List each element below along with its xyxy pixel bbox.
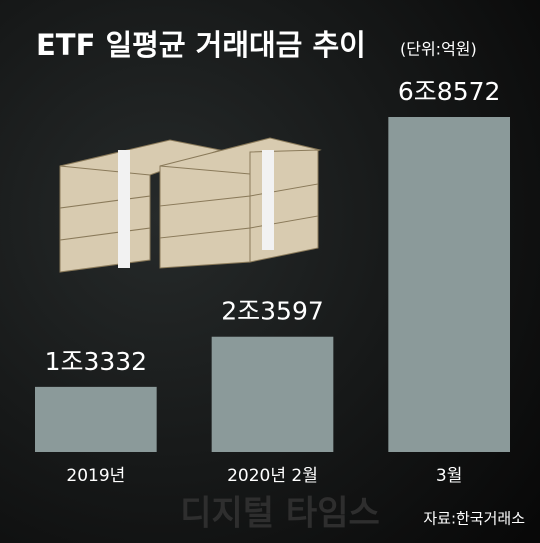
bar	[35, 386, 157, 452]
band	[262, 150, 274, 250]
x-tick-label: 3월	[436, 466, 462, 486]
source: 자료:한국거래소	[423, 510, 525, 528]
value-label: 1조3332	[45, 347, 148, 376]
money-illustration	[59, 137, 322, 273]
x-tick-label: 2019년	[66, 466, 125, 486]
chart-subtitle: (단위:억원)	[400, 40, 477, 59]
value-label: 6조8572	[398, 77, 501, 106]
x-tick-label: 2020년 2월	[227, 466, 318, 486]
band	[118, 150, 130, 268]
value-label: 2조3597	[221, 297, 324, 326]
bar	[388, 117, 510, 452]
watermark: 디지털 타임스	[180, 494, 380, 534]
bar	[211, 336, 334, 452]
chart-title: ETF 일평균 거래대금 추이	[36, 28, 366, 62]
